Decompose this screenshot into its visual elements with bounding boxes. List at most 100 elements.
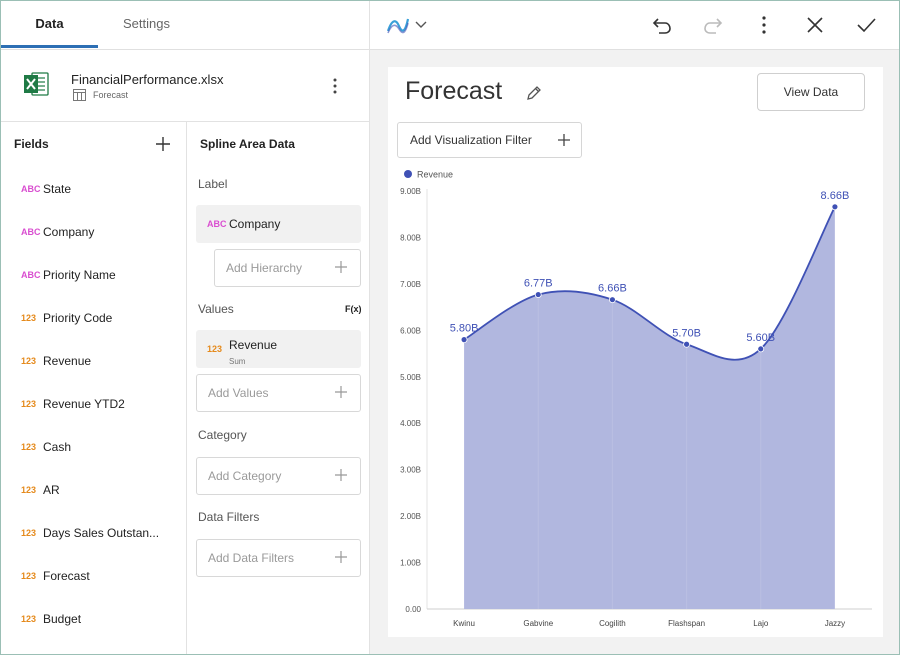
label-field-pill[interactable]: ABC Company — [196, 205, 361, 243]
add-visualization-filter-button[interactable]: Add Visualization Filter — [397, 122, 582, 158]
plus-icon — [335, 386, 347, 398]
field-name: Company — [43, 225, 95, 239]
spline-area-config: Spline Area Data Label ABC Company Add H… — [187, 122, 369, 654]
field-item[interactable]: 123 Priority Code — [1, 303, 186, 333]
plus-icon — [335, 551, 347, 563]
field-type-badge: ABC — [21, 227, 41, 237]
field-item[interactable]: ABC Priority Name — [1, 260, 186, 290]
field-type-badge: 123 — [21, 442, 37, 452]
data-point[interactable] — [460, 336, 468, 344]
tab-settings[interactable]: Settings — [123, 16, 170, 31]
plus-icon — [335, 469, 347, 481]
add-values-dropzone[interactable]: Add Values — [196, 374, 361, 412]
tab-bar: Data Settings — [1, 1, 369, 50]
more-vertical-icon[interactable] — [752, 13, 776, 37]
label-section-title: Label — [198, 177, 228, 191]
add-hierarchy-label: Add Hierarchy — [226, 261, 303, 275]
plus-icon — [335, 261, 347, 273]
add-filter-label: Add Visualization Filter — [410, 133, 532, 147]
field-item[interactable]: 123 Forecast — [1, 561, 186, 591]
data-label: 8.66B — [821, 190, 850, 202]
fields-list: Fields ABC State ABC Company ABC Priority Nam… — [1, 122, 187, 654]
field-name: Budget — [43, 612, 82, 626]
data-label: 6.66B — [598, 283, 627, 295]
values-section-title: Values — [198, 302, 234, 316]
plus-icon — [558, 134, 570, 146]
formula-button[interactable]: F(x) — [345, 304, 362, 314]
series-area — [464, 206, 835, 609]
chart-title[interactable]: Forecast — [405, 77, 503, 105]
add-category-dropzone[interactable]: Add Category — [196, 457, 361, 495]
x-tick-label: Gabvine — [523, 619, 553, 628]
add-category-label: Add Category — [208, 469, 282, 483]
y-tick-label: 2.00B — [400, 512, 421, 521]
field-item[interactable]: 123 AR — [1, 475, 186, 505]
filters-section-title: Data Filters — [198, 510, 260, 524]
data-label: 5.80B — [450, 323, 479, 335]
field-item[interactable]: 123 Cash — [1, 432, 186, 462]
field-type-badge: ABC — [21, 184, 41, 194]
spline-area-chart[interactable]: Revenue 0.00 1.00B 2.00B 3.00B 4.00B 5.00B 6.00… — [388, 162, 883, 632]
spline-chart-icon[interactable] — [385, 13, 427, 37]
value-field-pill[interactable]: 123 Revenue Sum — [196, 330, 361, 368]
field-type-badge: 123 — [207, 344, 223, 354]
x-tick-label: Cogilith — [599, 619, 626, 628]
visualization-card: Forecast View Data Add Visualization Fil… — [388, 67, 883, 637]
x-tick-label: Flashspan — [668, 619, 705, 628]
add-field-icon[interactable] — [155, 136, 171, 152]
data-label: 5.60B — [746, 332, 775, 344]
pencil-icon[interactable] — [525, 84, 543, 102]
field-item[interactable]: 123 Days Sales Outstan... — [1, 518, 186, 548]
editor-toolbar — [370, 1, 899, 50]
value-field-name: Revenue — [229, 338, 278, 352]
config-title: Spline Area Data — [200, 137, 295, 151]
field-name: Priority Code — [43, 311, 113, 325]
field-type-badge: 123 — [21, 399, 37, 409]
add-hierarchy-dropzone[interactable]: Add Hierarchy — [214, 249, 361, 287]
view-data-button[interactable]: View Data — [757, 73, 865, 111]
data-label: 5.70B — [672, 327, 701, 339]
add-data-filters-label: Add Data Filters — [208, 551, 295, 565]
add-data-filters-dropzone[interactable]: Add Data Filters — [196, 539, 361, 577]
data-label: 6.77B — [524, 278, 553, 290]
series-line — [463, 206, 836, 361]
legend-label: Revenue — [417, 170, 453, 180]
field-type-badge: ABC — [207, 219, 227, 229]
label-field-name: Company — [229, 217, 281, 231]
file-name: FinancialPerformance.xlsx — [71, 72, 224, 87]
y-tick-label: 6.00B — [400, 326, 421, 335]
field-name: AR — [43, 483, 60, 497]
field-item[interactable]: 123 Budget — [1, 604, 186, 634]
tab-data[interactable]: Data — [35, 16, 64, 31]
field-item[interactable]: ABC State — [1, 174, 186, 204]
field-type-badge: 123 — [21, 571, 37, 581]
x-tick-label: Jazzy — [825, 619, 845, 628]
field-type-badge: 123 — [21, 485, 37, 495]
more-vertical-icon[interactable] — [325, 76, 345, 96]
field-type-badge: 123 — [21, 528, 37, 538]
sheet-name: Forecast — [93, 90, 129, 100]
check-icon[interactable] — [854, 13, 878, 37]
field-type-badge: 123 — [21, 313, 37, 323]
data-point[interactable] — [534, 291, 542, 298]
field-item[interactable]: 123 Revenue — [1, 346, 186, 376]
y-tick-label: 5.00B — [400, 373, 421, 382]
data-point[interactable] — [683, 340, 690, 348]
data-point[interactable] — [609, 296, 616, 304]
y-tick-label: 7.00B — [400, 280, 421, 289]
undo-icon[interactable] — [650, 13, 674, 37]
table-icon — [73, 89, 86, 101]
field-item[interactable]: ABC Company — [1, 217, 186, 247]
field-item[interactable]: 123 Revenue YTD2 — [1, 389, 186, 419]
y-tick-label: 1.00B — [400, 559, 421, 568]
field-type-badge: 123 — [21, 614, 37, 624]
data-point[interactable] — [831, 203, 839, 211]
field-name: Revenue — [43, 354, 92, 368]
y-tick-label: 8.00B — [400, 233, 421, 242]
field-name: Cash — [43, 440, 72, 454]
data-point[interactable] — [757, 345, 765, 353]
close-icon[interactable] — [803, 13, 827, 37]
redo-icon[interactable] — [701, 13, 725, 37]
data-editor-panel: Data Settings FinancialPerformance.xlsx — [1, 1, 370, 654]
